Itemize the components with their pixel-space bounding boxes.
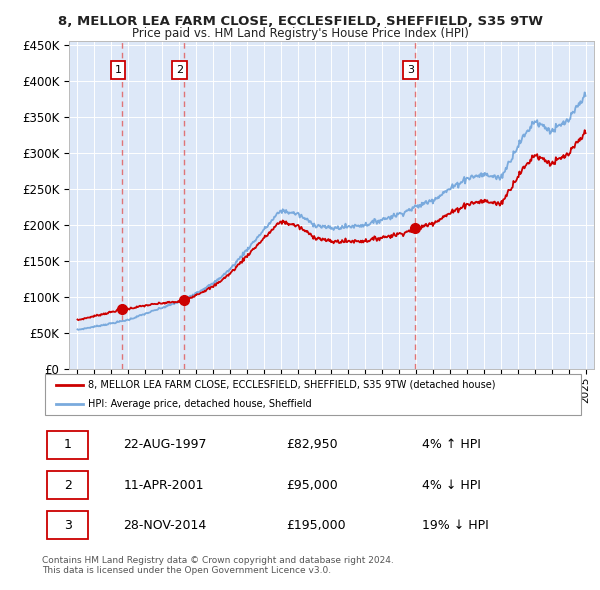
Text: £95,000: £95,000 (286, 478, 338, 491)
Text: 2: 2 (64, 478, 72, 491)
Text: 8, MELLOR LEA FARM CLOSE, ECCLESFIELD, SHEFFIELD, S35 9TW (detached house): 8, MELLOR LEA FARM CLOSE, ECCLESFIELD, S… (88, 380, 496, 390)
Text: 4% ↑ HPI: 4% ↑ HPI (422, 438, 481, 451)
Text: HPI: Average price, detached house, Sheffield: HPI: Average price, detached house, Shef… (88, 399, 312, 409)
Text: 1: 1 (64, 438, 72, 451)
Text: 1: 1 (115, 65, 122, 75)
FancyBboxPatch shape (47, 511, 88, 539)
Text: £195,000: £195,000 (286, 519, 346, 532)
Text: 28-NOV-2014: 28-NOV-2014 (124, 519, 206, 532)
Text: 3: 3 (407, 65, 414, 75)
Text: Price paid vs. HM Land Registry's House Price Index (HPI): Price paid vs. HM Land Registry's House … (131, 27, 469, 40)
FancyBboxPatch shape (47, 431, 88, 459)
Text: 8, MELLOR LEA FARM CLOSE, ECCLESFIELD, SHEFFIELD, S35 9TW: 8, MELLOR LEA FARM CLOSE, ECCLESFIELD, S… (58, 15, 542, 28)
Text: 4% ↓ HPI: 4% ↓ HPI (422, 478, 481, 491)
FancyBboxPatch shape (47, 471, 88, 499)
Text: £82,950: £82,950 (286, 438, 338, 451)
Text: 19% ↓ HPI: 19% ↓ HPI (422, 519, 489, 532)
Text: 2: 2 (176, 65, 183, 75)
Text: Contains HM Land Registry data © Crown copyright and database right 2024.
This d: Contains HM Land Registry data © Crown c… (42, 556, 394, 575)
Text: 3: 3 (64, 519, 72, 532)
Text: 22-AUG-1997: 22-AUG-1997 (124, 438, 207, 451)
FancyBboxPatch shape (45, 374, 581, 415)
Text: 11-APR-2001: 11-APR-2001 (124, 478, 204, 491)
